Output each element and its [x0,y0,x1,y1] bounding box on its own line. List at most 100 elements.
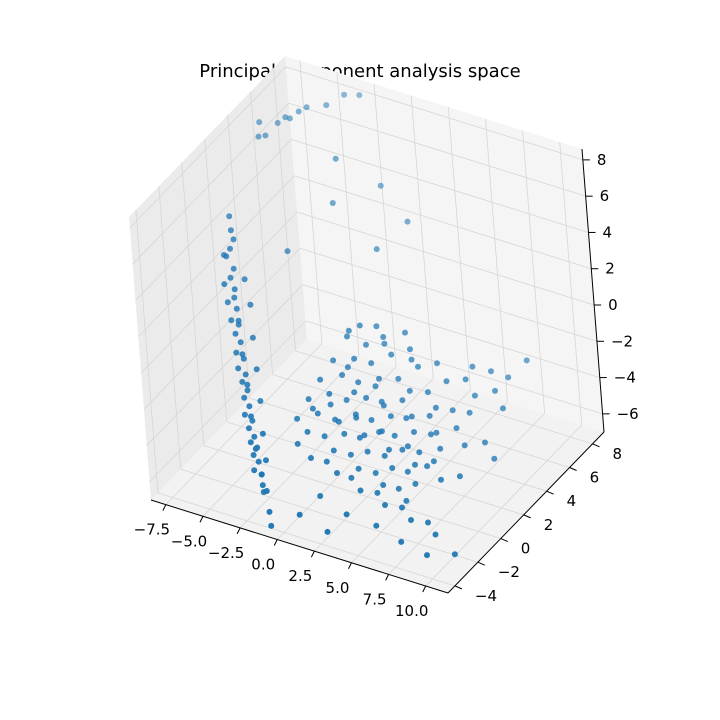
data-point [341,430,348,437]
data-point [357,487,364,494]
y-tick [477,561,486,566]
data-point [398,538,405,545]
data-point [415,363,421,370]
data-point [230,265,237,272]
data-point [250,452,257,458]
data-point [256,119,263,126]
data-point [364,448,371,455]
y-tick-label: 0 [521,540,531,558]
data-point [231,286,238,293]
data-point [433,429,440,436]
y-tick [569,467,577,471]
grid-line-y [157,492,456,587]
data-point [263,457,269,464]
data-point [404,218,411,225]
data-point [335,418,342,425]
y-tick [592,443,600,448]
data-point [344,364,351,371]
data-point [246,403,253,410]
data-point [424,389,431,396]
data-point [482,439,488,446]
data-point [220,252,227,258]
grid-line-y [180,468,478,563]
grid-line-z [305,320,603,415]
data-point [268,522,275,529]
grid-line-x [351,401,508,564]
data-point [449,407,456,414]
data-point [239,351,246,358]
data-point [330,447,337,454]
data-point [286,115,293,122]
data-point [254,444,261,451]
z-tick-label: 0 [608,296,618,314]
data-point [334,470,340,476]
data-point [353,414,360,421]
data-point [343,511,350,518]
grid-line-x [425,424,583,587]
data-point [403,415,410,422]
data-point [380,334,387,340]
data-point [471,392,478,399]
data-point [246,425,252,432]
data-point [363,341,369,348]
z-tick-label: −2 [611,332,633,350]
data-point [259,430,266,437]
data-point [244,387,251,394]
z-tick-label: 6 [600,187,610,205]
data-point [492,387,498,394]
data-point [317,376,324,383]
axis-lines [150,148,610,594]
data-point [412,461,418,468]
grid-line-z [302,284,600,378]
y-tick-label: −2 [498,563,520,581]
data-point [402,329,408,336]
data-point [323,102,330,109]
data-point [241,276,248,283]
data-point [247,439,254,446]
data-point [247,301,254,308]
data-point [424,552,430,559]
grid-line-y [249,397,547,492]
data-point [380,402,387,409]
grid-line-x [165,343,323,505]
grid-line-z [291,139,589,233]
data-point [253,366,260,373]
data-point [339,372,346,378]
grid-lines [129,60,603,587]
x-tick-label: 2.5 [288,567,312,585]
data-point [381,452,388,459]
data-point [368,360,375,367]
grid-line-z [149,320,306,483]
data-point [361,432,368,439]
data-point [227,245,233,252]
data-point [227,274,234,281]
data-point [237,339,244,346]
data-point [305,396,312,403]
left-pane [129,56,307,500]
data-point [432,404,439,411]
y-tick-label: 6 [590,469,600,487]
z-tick-label: 2 [605,260,615,278]
data-point [451,551,458,558]
data-point [391,432,398,439]
x-tick [348,562,352,569]
data-point [226,213,233,220]
data-point [227,227,234,234]
data-point [374,489,381,496]
grid-line-y [203,445,501,539]
data-point [249,334,256,341]
data-point [323,458,330,465]
z-tick-label: 4 [602,223,612,241]
data-point [274,120,281,126]
data-point [372,383,379,390]
x-tick-label: 7.5 [363,590,387,608]
grid-line-z [143,248,301,410]
data-point [228,317,235,324]
data-point [239,378,246,385]
x-tick [162,504,167,511]
x-tick [422,585,427,593]
grid-line-z [294,175,592,270]
data-point [469,363,476,370]
data-point [244,381,251,388]
